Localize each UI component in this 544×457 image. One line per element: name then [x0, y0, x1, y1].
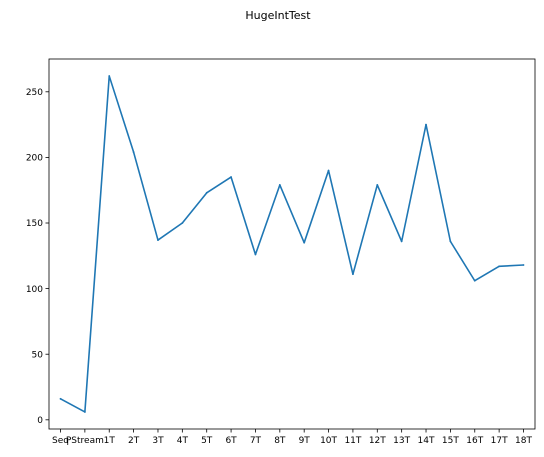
x-tick-label: 13T — [393, 436, 410, 446]
x-tick-label: 6T — [225, 436, 237, 446]
x-tick-label: 8T — [274, 436, 286, 446]
data-point — [303, 241, 306, 244]
x-tick-label: 14T — [418, 436, 435, 446]
y-tick-label: 0 — [37, 416, 43, 426]
x-tick-label: 2T — [128, 436, 140, 446]
data-point — [181, 222, 184, 224]
plot-frame — [48, 58, 536, 430]
data-point — [327, 169, 330, 172]
data-point — [400, 240, 403, 243]
data-point — [157, 239, 159, 241]
x-tick-label: 3T — [152, 436, 164, 446]
data-point — [83, 411, 86, 413]
y-tick-label: 100 — [26, 285, 43, 295]
plot-series — [59, 75, 525, 413]
x-tick-label: 11T — [344, 436, 361, 446]
y-tick-label: 50 — [32, 350, 44, 360]
series-line-0 — [60, 75, 524, 413]
data-point — [449, 240, 452, 243]
data-point — [425, 123, 427, 126]
data-point — [278, 184, 281, 186]
data-point — [230, 176, 232, 178]
data-point — [59, 397, 62, 400]
x-tick-label: PStream — [66, 436, 104, 446]
x-tick-label: 5T — [201, 436, 213, 446]
data-point — [132, 151, 135, 154]
data-point — [254, 253, 257, 256]
x-tick-label: 12T — [369, 436, 386, 446]
x-tick-label: 16T — [466, 436, 483, 446]
x-tick-label: 17T — [491, 436, 508, 446]
y-axis: 0 50 100 150 200 250 — [26, 88, 49, 426]
x-tick-label: 18T — [515, 436, 532, 446]
x-tick-label: 1T — [104, 436, 116, 446]
x-tick-label: 9T — [299, 436, 311, 446]
x-tick-label: 4T — [177, 436, 189, 446]
y-tick-label: 250 — [26, 88, 43, 98]
y-tick-label: 150 — [26, 219, 43, 229]
x-tick-label: 7T — [250, 436, 262, 446]
chart-title: HugeIntTest — [245, 9, 311, 22]
data-point — [522, 264, 525, 266]
data-point — [376, 184, 379, 186]
x-tick-label: 10T — [320, 436, 337, 446]
data-point — [108, 75, 111, 77]
data-point — [205, 191, 208, 194]
data-point — [498, 265, 501, 268]
y-tick-label: 200 — [26, 154, 43, 164]
x-tick-label: 15T — [442, 436, 459, 446]
data-point — [352, 273, 354, 276]
x-tick-label: Seq — [52, 436, 69, 446]
data-point — [473, 279, 476, 282]
